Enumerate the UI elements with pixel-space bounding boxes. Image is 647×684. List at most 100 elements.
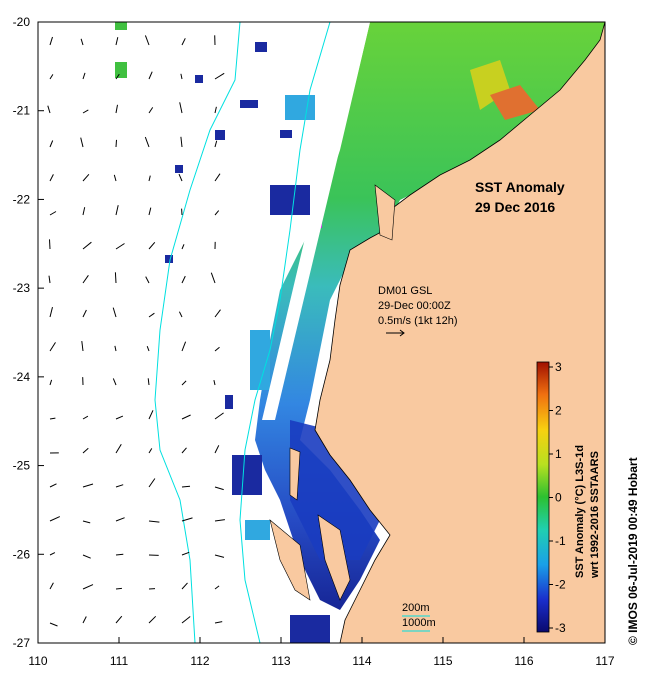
current-vector [115,243,125,250]
x-axis: 110 111 112 113 114 115 116 117 [28,637,615,668]
current-vector [49,417,56,420]
current-vectors [47,35,225,627]
current-vector [148,312,155,318]
current-vector [49,342,56,352]
current-vector [148,615,157,624]
landmass [314,22,605,643]
current-vector [115,587,122,590]
colorbar-tick-label: -2 [555,578,566,592]
current-vector [181,551,190,556]
colorbar-tick-label: 0 [555,491,562,505]
current-vector [145,276,150,284]
current-vector [214,554,225,558]
current-vector [82,207,86,216]
colorbar-title-line1: SST Anomaly (°C) L3S-1d [574,445,586,578]
current-vector [82,520,91,524]
current-vector [115,205,119,216]
current-vector [82,584,94,590]
current-vector [214,412,224,420]
x-tick-label: 113 [271,654,290,668]
current-vector [181,447,187,454]
current-vector [114,345,117,352]
isobath-label-1000m: 1000m [402,617,436,629]
current-vector [115,443,122,454]
y-tick-label: -20 [13,15,31,29]
current-vector [49,516,61,522]
sst-data-field [115,22,605,643]
current-vector [115,553,124,556]
colorbar-tick-label: 3 [555,360,562,374]
copyright-notice: © IMOS 06-Jul-2019 00:49 Hobart [626,457,640,645]
current-vector [48,275,51,284]
x-tick-label: 116 [514,654,533,668]
map-date: 29 Dec 2016 [475,199,555,215]
y-tick-label: -24 [13,370,31,384]
current-vector [148,107,154,114]
current-vector [214,621,223,624]
y-tick-label: -22 [13,192,31,206]
y-tick-label: -27 [13,636,31,650]
current-vector [214,173,221,182]
current-vector [210,272,216,284]
current-vector [181,517,193,522]
current-vector [82,173,90,182]
current-vector [47,105,51,114]
isobath-200m [239,22,331,643]
y-tick-label: -25 [13,459,31,473]
current-vector [148,175,151,182]
x-tick-label: 112 [190,654,209,668]
dirk-hartog-island [269,519,311,601]
current-vector [82,72,86,80]
current-vector [49,622,58,627]
current-vector [181,275,186,284]
colorbar-tick-label: -1 [555,534,566,548]
current-vector [82,109,89,114]
current-vector [49,582,54,590]
plot-area [38,22,605,643]
current-vector [214,486,224,491]
current-vector [148,207,152,216]
current-vector [214,106,217,114]
current-vector [214,445,220,454]
current-vector [178,311,183,318]
y-tick-label: -26 [13,547,31,561]
y-tick-label: -23 [13,281,31,295]
current-vector [82,447,89,454]
current-vector [144,35,150,46]
current-vector [214,72,225,80]
current-vector [49,174,54,182]
y-axis: -20 -21 -22 -23 -24 -25 -26 -27 [13,15,44,650]
current-vector [115,415,124,420]
current-vector [181,380,187,386]
current-vector [115,517,125,522]
north-west-cape [374,184,396,241]
current-vector [148,241,156,250]
current-vector [214,346,220,352]
colorbar [536,361,550,633]
current-vector [82,241,92,250]
current-vector [49,379,53,386]
current-vector [214,210,220,216]
current-vector [148,410,154,420]
current-vector [181,616,191,624]
current-vector [112,378,117,386]
current-vector [213,379,216,386]
current-vector [181,38,186,46]
current-vector [115,139,117,148]
current-vector [148,520,160,523]
x-tick-label: 114 [352,654,371,668]
current-vector [80,137,84,148]
current-vector [112,307,117,318]
current-vector [49,483,57,488]
current-vector [82,415,89,420]
current-vector [82,483,94,488]
colorbar-tick-label: -3 [555,621,566,635]
data-gap-swath [262,22,370,420]
current-vector [148,478,156,488]
current-vector [49,36,53,46]
x-tick-label: 117 [595,654,614,668]
colorbar-ticks: 3 2 1 0 -1 -2 -3 [549,360,566,635]
x-tick-label: 111 [110,654,129,668]
current-vector [49,239,51,250]
